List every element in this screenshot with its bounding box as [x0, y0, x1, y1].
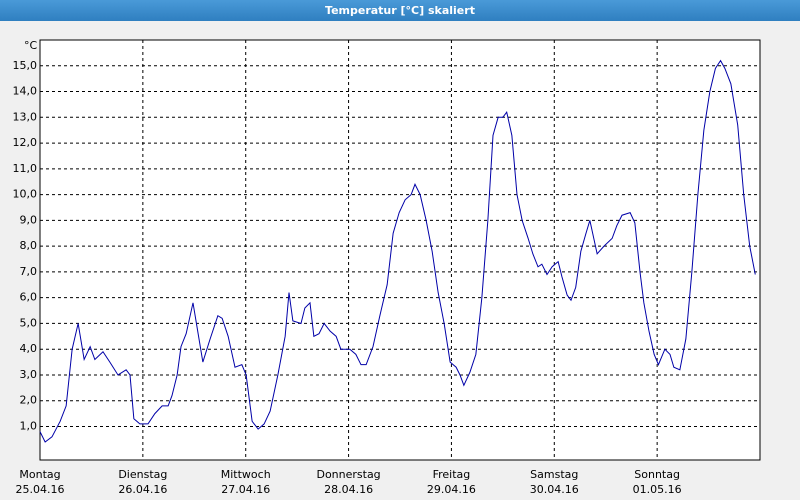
y-tick-label: 15,0: [13, 59, 38, 72]
x-tick-label-line: 30.04.16: [530, 483, 579, 496]
y-tick-label: 5,0: [20, 316, 38, 329]
y-tick-label: 12,0: [13, 136, 38, 149]
x-tick-label-line: Freitag: [433, 468, 471, 481]
x-tick-label-line: Donnerstag: [316, 468, 380, 481]
x-tick-label-line: 29.04.16: [427, 483, 476, 496]
y-tick-label: 7,0: [20, 265, 38, 278]
x-tick-label: Donnerstag 28.04.16: [316, 468, 380, 496]
plot-area: [39, 39, 761, 461]
x-tick-label-line: Sonntag: [634, 468, 680, 481]
x-tick-label-line: 26.04.16: [118, 483, 167, 496]
x-tick-label-line: Samstag: [530, 468, 578, 481]
y-tick-label: 13,0: [13, 110, 38, 123]
x-tick-label: Sonntag 01.05.16: [633, 468, 682, 496]
y-tick-label: 8,0: [20, 239, 38, 252]
x-tick-label-line: Mittwoch: [221, 468, 271, 481]
y-tick-label: 6,0: [20, 291, 38, 304]
temperature-line: [39, 59, 756, 443]
x-tick-label-line: 01.05.16: [633, 483, 682, 496]
x-tick-label-line: 25.04.16: [16, 483, 65, 496]
y-tick-label: 1,0: [20, 420, 38, 433]
y-tick-label: 10,0: [13, 188, 38, 201]
y-tick-label: 9,0: [20, 213, 38, 226]
y-tick-label: 2,0: [20, 394, 38, 407]
chart: °C 1,0 2,0 3,0 4,0 5,0 6,0 7,0 8,0 9,0 10,0 11,0 12…: [13, 39, 761, 496]
x-tick-label: Freitag 29.04.16: [427, 468, 476, 496]
y-tick-label: 4,0: [20, 342, 38, 355]
y-tick-label: 3,0: [20, 368, 38, 381]
x-tick-label: Samstag 30.04.16: [530, 468, 579, 496]
x-tick-label-line: Montag: [19, 468, 60, 481]
y-unit: °C: [24, 39, 38, 52]
x-tick-label: Montag 25.04.16: [16, 468, 65, 496]
x-tick-label: Dienstag 26.04.16: [118, 468, 167, 496]
x-tick-label: Mittwoch 27.04.16: [221, 468, 271, 496]
x-tick-label-line: 27.04.16: [221, 483, 270, 496]
title-bar: Temperatur [°C] skaliert: [0, 0, 800, 21]
y-tick-label: 11,0: [13, 162, 38, 175]
x-tick-label-line: Dienstag: [118, 468, 167, 481]
x-tick-label-line: 28.04.16: [324, 483, 373, 496]
y-tick-label: 14,0: [13, 85, 38, 98]
